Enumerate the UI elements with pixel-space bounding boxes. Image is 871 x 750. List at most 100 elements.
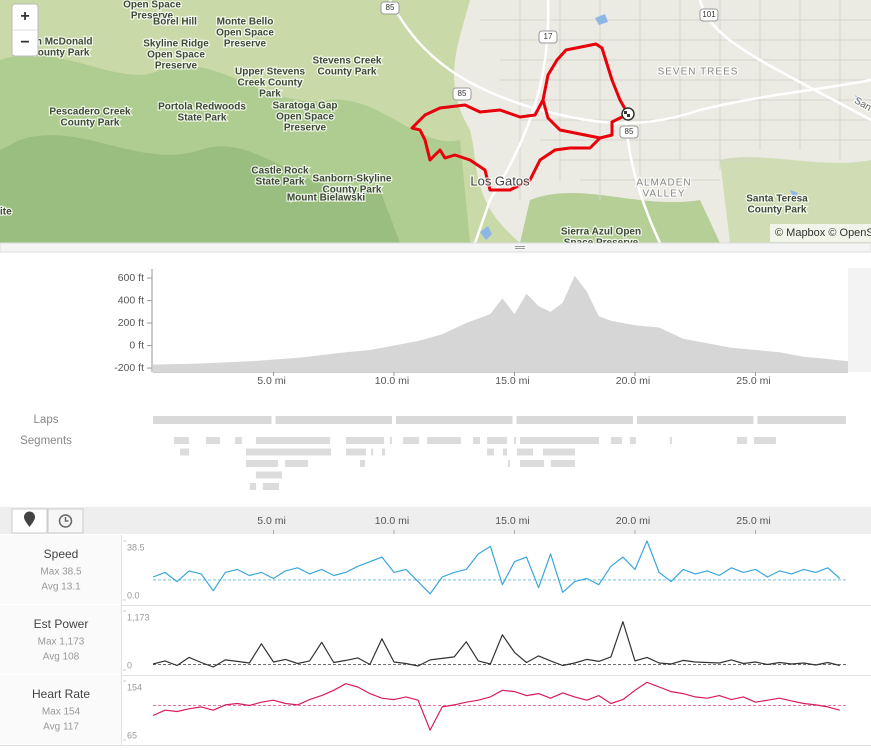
segment-bar <box>371 448 374 456</box>
attribution-bg <box>770 224 871 242</box>
segments-label: Segments <box>20 435 72 447</box>
map-label: Creek County <box>237 78 302 89</box>
segment-bar <box>520 460 545 467</box>
zoom-in[interactable]: + <box>20 8 29 25</box>
y-tick-label: 154 <box>127 682 142 692</box>
shield <box>452 87 472 101</box>
x-tick-label: 5.0 mi <box>257 515 286 527</box>
segment-bar <box>360 460 366 467</box>
map-label: SEVEN TREES <box>658 67 739 78</box>
segment-bar <box>346 448 366 456</box>
segment-bar <box>173 437 190 444</box>
segment-bar <box>502 448 507 456</box>
pin-icon <box>24 511 35 527</box>
stream-label-panel <box>0 675 121 744</box>
map-label: ALMADEN <box>636 178 691 189</box>
terrain <box>520 192 720 243</box>
segment-bar <box>381 448 386 456</box>
segment-bar <box>629 437 636 444</box>
shield-label: 85 <box>386 3 395 12</box>
zoom-out[interactable]: − <box>20 34 29 51</box>
shield-label: 101 <box>702 10 716 19</box>
stream-max: Max 154 <box>42 707 81 718</box>
segment-bar <box>389 437 392 444</box>
road-shields: 85 17 85 85 101 <box>380 1 719 139</box>
resize-handle <box>515 246 525 249</box>
finish-checker <box>624 111 630 117</box>
stream-header <box>0 507 871 534</box>
map-label: Park <box>259 89 281 100</box>
lap-bar <box>516 416 633 424</box>
charts: 600 ft 400 ft 200 ft 0 ft -200 ft 5.0 mi 10.0 … <box>0 269 871 746</box>
shield-label: 85 <box>458 89 467 98</box>
segment-bar <box>234 437 242 444</box>
map-label: Pescadero Creek <box>49 107 131 118</box>
segment-bar <box>610 437 622 444</box>
segment-bar <box>255 471 282 479</box>
y-tick-label: 65 <box>127 730 137 740</box>
map-label: ite <box>0 207 12 218</box>
map-label: County Park <box>318 67 377 78</box>
map-label: Open Space <box>123 0 181 11</box>
attribution: © Mapbox © OpenStreetMap <box>775 227 871 239</box>
shield <box>619 125 639 139</box>
map-label: Preserve <box>155 61 198 72</box>
stream-title: Est Power <box>34 617 89 631</box>
x-tick-label: 20.0 mi <box>616 515 650 527</box>
segment-bar <box>179 448 190 456</box>
lap-bar <box>395 416 513 424</box>
map-label: Preserve <box>131 11 174 22</box>
stream-avg: Avg 13.1 <box>41 582 81 593</box>
stream-line <box>152 540 841 595</box>
street-grid <box>480 0 871 200</box>
segment-bar <box>206 437 220 444</box>
stream-line <box>152 681 840 731</box>
x-tick-label: 10.0 mi <box>375 375 409 387</box>
segment-bar <box>249 483 257 490</box>
clock-icon <box>58 514 73 528</box>
clock-hands <box>64 517 69 522</box>
stream-max: Max 38.5 <box>40 567 82 578</box>
terrain <box>0 135 400 243</box>
segment-bar <box>346 437 385 444</box>
stream-avg: Avg 117 <box>43 722 79 733</box>
shield <box>538 30 558 44</box>
y-tick-label: 1,173 <box>127 612 150 622</box>
segment-bar <box>516 448 533 456</box>
y-tick-label: 600 ft <box>118 272 144 284</box>
segment-bar <box>487 437 507 444</box>
elevation-area <box>153 275 848 372</box>
map-label: Preserve <box>224 39 267 50</box>
map-label: County Park <box>61 118 120 129</box>
segment-bar <box>520 437 600 444</box>
stream-title: Heart Rate <box>32 687 90 701</box>
y-tick-label: 38.5 <box>127 542 145 552</box>
segment-bar <box>246 460 279 467</box>
resize-bar[interactable] <box>0 242 871 253</box>
segment-bar <box>255 437 331 444</box>
lap-bar <box>757 416 846 424</box>
x-tick-label: 25.0 mi <box>736 375 770 387</box>
y-tick-label: 200 ft <box>118 317 144 329</box>
stream-label-panel <box>0 535 121 604</box>
map-label: Open Space <box>216 28 274 39</box>
shield <box>380 1 400 15</box>
map-label: Preserve <box>284 123 327 134</box>
lap-bar <box>153 416 272 424</box>
segment-bar <box>473 437 480 444</box>
stream-max: Max 1,173 <box>38 637 85 648</box>
y-tick-label: 0.0 <box>127 590 140 600</box>
route <box>410 42 630 192</box>
y-tick-label: 0 <box>127 660 132 670</box>
x-tick-label: 15.0 mi <box>495 375 529 387</box>
lap-bar <box>636 416 754 424</box>
segment-bar <box>285 460 308 467</box>
terrain <box>720 157 871 243</box>
map-label: Los Gatos <box>470 173 530 188</box>
segment-bar <box>542 448 575 456</box>
stream-avg: Avg 108 <box>43 652 80 663</box>
map-label: Skyline Ridge <box>143 39 209 50</box>
map-label: Stevens Creek <box>313 56 382 67</box>
